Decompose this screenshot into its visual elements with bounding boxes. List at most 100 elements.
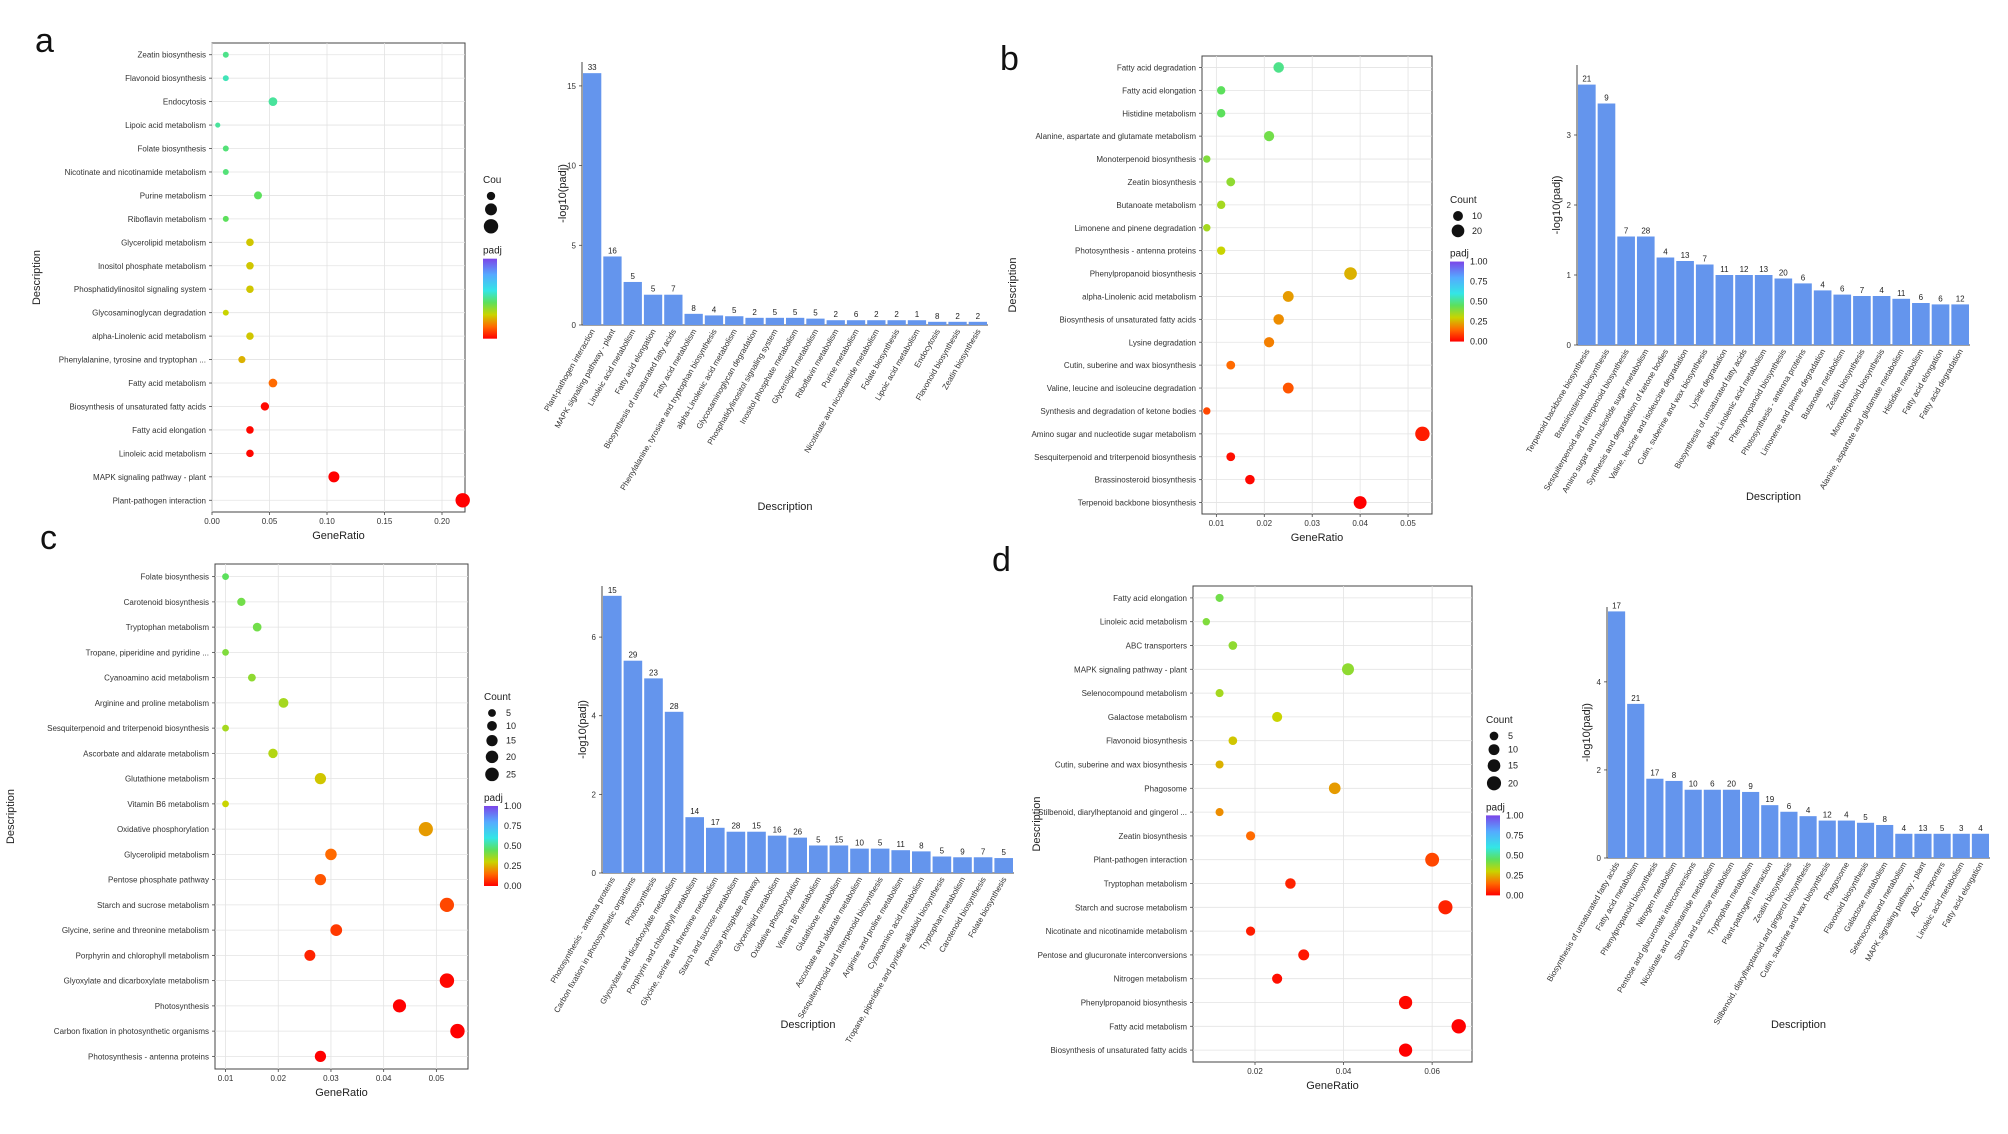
data-point	[1226, 177, 1236, 187]
y-category-label: Photosynthesis - antenna proteins	[88, 1052, 209, 1061]
bar-data-label: 15	[608, 586, 617, 595]
y-tick-label: 3	[1567, 131, 1572, 140]
data-point	[237, 597, 246, 607]
legend-color-tick: 1.00	[1506, 810, 1524, 820]
data-point	[1272, 973, 1283, 984]
bar-data-label: 5	[651, 285, 656, 294]
x-tick-label: 0.20	[434, 517, 450, 526]
bar	[806, 318, 825, 325]
legend-size-title: Count	[1450, 195, 1477, 206]
y-axis-title: Description	[5, 789, 17, 844]
y-category-label: Biosynthesis of unsaturated fatty acids	[1050, 1046, 1187, 1055]
panel-letter-d: d	[992, 541, 1011, 579]
bar-data-label: 16	[608, 246, 617, 255]
data-point	[1282, 291, 1294, 302]
bar-data-label: 28	[1641, 227, 1650, 236]
bar	[583, 73, 602, 325]
x-tick-label: 0.01	[1209, 519, 1225, 528]
y-category-label: Terpenoid backbone biosynthesis	[1078, 499, 1196, 508]
bar	[1971, 833, 1989, 858]
x-axis-title: Description	[780, 1019, 835, 1031]
data-point	[1216, 246, 1226, 255]
y-tick-label: 0	[1597, 854, 1602, 863]
y-category-label: Cyanoamino acid metabolism	[104, 674, 209, 683]
legend-size-label: 5	[1508, 731, 1513, 741]
bar	[891, 850, 910, 873]
bar	[1684, 789, 1702, 858]
y-category-label: Fatty acid metabolism	[1109, 1022, 1187, 1031]
bar	[643, 294, 663, 325]
x-tick-label: 0.02	[1247, 1067, 1263, 1076]
bar	[826, 320, 845, 325]
y-axis-title: Description	[1031, 796, 1043, 851]
data-point	[1273, 62, 1284, 73]
y-category-label: Carbon fixation in photosynthetic organi…	[54, 1027, 209, 1036]
data-point	[1215, 593, 1224, 602]
y-tick-label: 4	[592, 712, 597, 721]
legend-color-tick: 0.50	[1506, 850, 1524, 860]
x-tick-label: 0.02	[270, 1074, 286, 1083]
data-point	[1245, 926, 1256, 936]
dot-plot-1: 0.01 0.02 0.03 0.04 0.05 Fatty acid degradati…	[1007, 55, 1488, 544]
bar-data-label: 15	[834, 835, 843, 844]
legend-size-dot	[1489, 731, 1499, 741]
bar-data-label: 8	[1882, 815, 1887, 824]
bar	[1818, 820, 1836, 858]
x-axis-title: GeneRatio	[1306, 1080, 1359, 1092]
y-category-label: Biosynthesis of unsaturated fatty acids	[69, 402, 206, 411]
y-category-label: Fatty acid degradation	[1117, 63, 1196, 72]
data-point	[1215, 689, 1224, 698]
legend-size-label: 25	[506, 769, 516, 779]
y-tick-label: 10	[567, 162, 576, 171]
bar-data-label: 17	[1650, 769, 1659, 778]
legend-color-tick: 0.25	[1506, 870, 1524, 880]
legend-size-dot	[485, 750, 499, 764]
y-axis-title: -log10(padj)	[557, 164, 569, 223]
bar	[968, 321, 987, 325]
y-tick-label: 1	[1567, 271, 1572, 280]
bar	[747, 831, 766, 873]
bar	[1754, 275, 1773, 345]
bar	[912, 851, 931, 873]
data-point	[418, 822, 433, 837]
bar-data-label: 11	[1897, 289, 1906, 298]
y-tick-label: 4	[1597, 678, 1602, 687]
bar	[973, 857, 993, 873]
bar	[1578, 84, 1596, 345]
data-point	[246, 332, 254, 340]
data-point	[1203, 407, 1211, 415]
data-point	[1216, 200, 1226, 210]
data-point	[1263, 337, 1275, 348]
y-category-label: Porphyrin and chlorophyll metabolism	[76, 951, 210, 960]
x-category-label: Tropane, piperidine and pyridine alkaloi…	[844, 876, 947, 1045]
bar	[928, 321, 947, 325]
bar	[1799, 816, 1817, 858]
legend-size-dot	[1486, 776, 1502, 791]
panel-letter-c: c	[40, 519, 57, 557]
legend-color-tick: 1.00	[1470, 257, 1488, 267]
data-point	[1415, 426, 1430, 442]
legend-size-title: Cou	[483, 175, 501, 186]
data-point	[314, 772, 327, 785]
data-point	[328, 471, 340, 483]
y-tick-label: 5	[572, 241, 577, 250]
y-tick-label: 15	[567, 82, 576, 91]
bar	[829, 845, 849, 873]
bar-data-label: 8	[919, 841, 924, 850]
data-point	[246, 238, 254, 247]
y-category-label: Synthesis and degradation of ketone bodi…	[1040, 407, 1196, 416]
bar	[1931, 304, 1950, 345]
y-category-label: Histidine metabolism	[1122, 109, 1196, 118]
legend-color-tick: 1.00	[504, 801, 522, 811]
y-category-label: Glycosaminoglycan degradation	[92, 309, 206, 318]
bar	[1837, 820, 1855, 858]
y-category-label: Phenylalanine, tyrosine and tryptophan .…	[59, 356, 206, 365]
plot-frame	[1201, 55, 1433, 515]
y-category-label: Tryptophan metabolism	[1104, 880, 1188, 889]
y-category-label: Inositol phosphate metabolism	[98, 262, 206, 271]
legend-size-dot	[485, 767, 499, 782]
data-point	[1344, 267, 1357, 280]
bar	[948, 321, 967, 325]
bar	[664, 711, 684, 873]
legend-color-title: padj	[1450, 249, 1469, 260]
